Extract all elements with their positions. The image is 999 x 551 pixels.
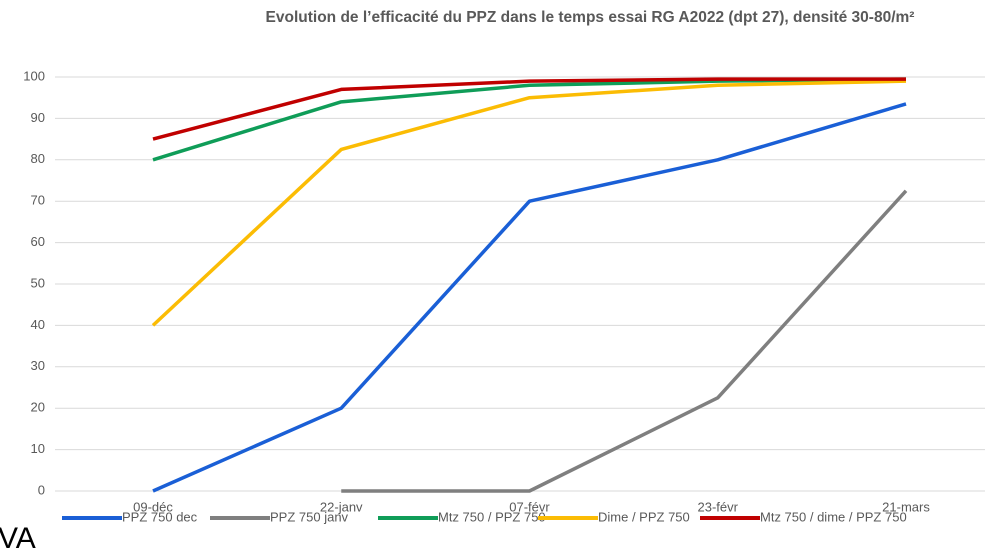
y-tick-label: 20 bbox=[31, 400, 45, 415]
legend-label: PPZ 750 dec bbox=[122, 509, 198, 524]
series-line bbox=[151, 79, 907, 327]
series-line bbox=[152, 77, 907, 162]
y-tick-label: 80 bbox=[31, 151, 45, 166]
x-tick-label: 07-févr bbox=[509, 499, 550, 514]
chart-title: Evolution de l’efficacité du PPZ dans le… bbox=[265, 9, 915, 26]
x-tick-label: 22-janv bbox=[320, 499, 363, 514]
series-line bbox=[152, 77, 906, 141]
legend-label: Mtz 750 / PPZ 750 bbox=[438, 509, 546, 524]
y-tick-label: 50 bbox=[31, 275, 45, 290]
x-tick-label: 09-déc bbox=[133, 499, 173, 514]
y-tick-label: 70 bbox=[31, 193, 45, 208]
legend-label: PPZ 750 janv bbox=[270, 509, 349, 524]
note: VA bbox=[0, 522, 36, 551]
series-line bbox=[341, 189, 908, 493]
y-tick-label: 40 bbox=[31, 317, 45, 332]
series-line bbox=[152, 102, 907, 493]
x-tick-label: 23-févr bbox=[698, 499, 739, 514]
y-tick-label: 60 bbox=[31, 234, 45, 249]
y-tick-label: 10 bbox=[31, 441, 45, 456]
x-tick-label: 21-mars bbox=[882, 499, 930, 514]
legend-label: Dime / PPZ 750 bbox=[598, 509, 690, 524]
y-tick-label: 100 bbox=[23, 68, 45, 83]
y-tick-label: 30 bbox=[31, 358, 45, 373]
legend-label: Mtz 750 / dime / PPZ 750 bbox=[760, 509, 907, 524]
y-tick-label: 90 bbox=[31, 110, 45, 125]
y-tick-label: 0 bbox=[38, 482, 45, 497]
